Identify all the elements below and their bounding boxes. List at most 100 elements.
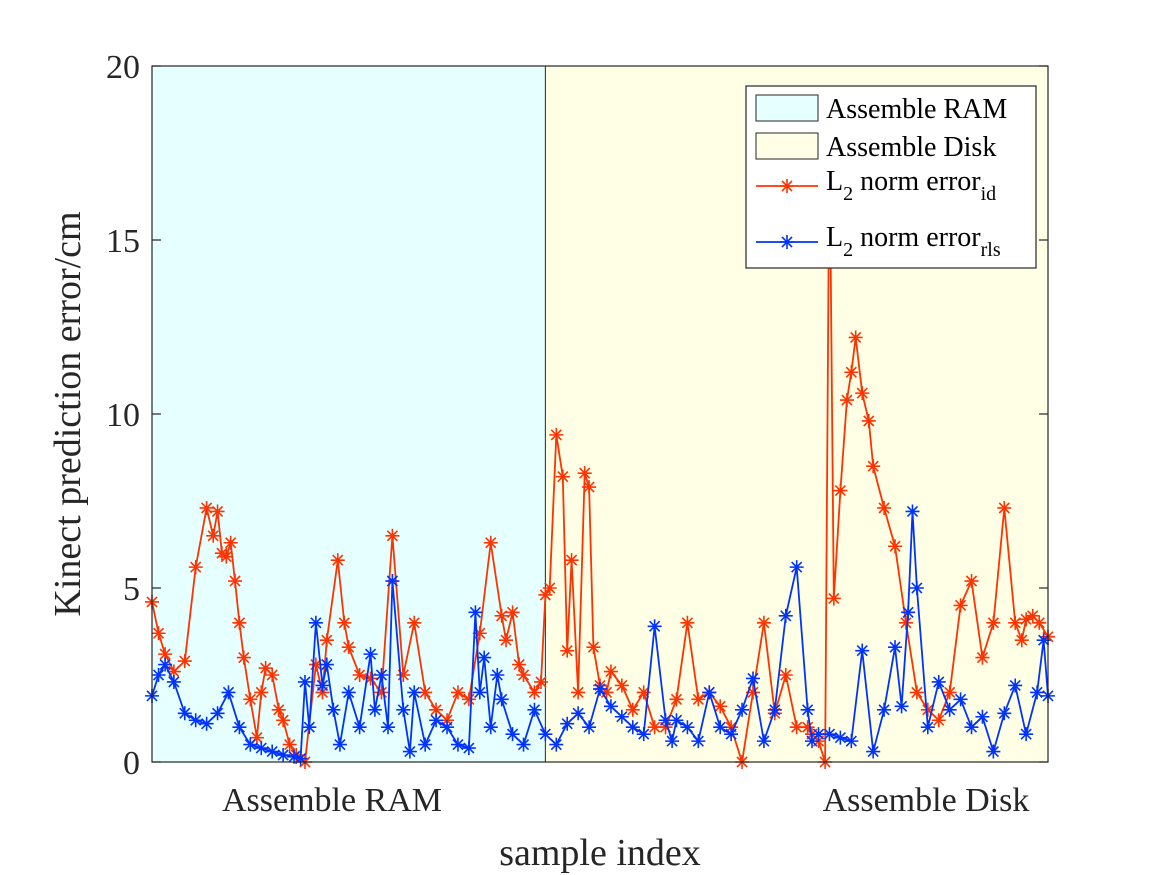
series-2-point <box>822 727 837 742</box>
legend-marker <box>780 179 794 193</box>
series-1-point <box>533 674 548 689</box>
series-2-point <box>293 751 308 766</box>
series-1-point <box>330 553 345 568</box>
series-2-point <box>680 720 695 735</box>
series-1-point <box>778 668 793 682</box>
series-2-point <box>418 737 433 752</box>
series-1-point <box>276 713 291 728</box>
series-2-point <box>381 720 396 735</box>
series-2-point <box>341 685 356 700</box>
series-2-point <box>221 685 236 700</box>
series-2-point <box>789 560 804 575</box>
series-2-point <box>490 668 505 682</box>
series-2-point <box>440 720 455 735</box>
series-2-point <box>975 709 990 724</box>
series-1-point <box>429 702 444 717</box>
series-2-point <box>188 713 203 728</box>
series-1-point <box>228 574 243 589</box>
series-1-point <box>669 692 684 707</box>
series-1-point <box>341 640 356 655</box>
series-1-point <box>516 668 531 682</box>
series-2-point <box>505 727 520 742</box>
series-1-point <box>975 650 990 665</box>
series-1-point <box>177 654 192 669</box>
series-layer <box>145 128 1055 769</box>
series-1-point <box>577 466 592 481</box>
series-1-point <box>254 685 269 700</box>
series-2-point <box>297 674 312 689</box>
legend-label: Assemble RAM <box>826 94 1007 125</box>
series-1-point <box>636 685 651 700</box>
series-2-point <box>319 657 334 672</box>
series-2-point <box>538 727 553 742</box>
series-1-point <box>555 469 570 484</box>
series-2-point <box>450 737 465 752</box>
series-1-point <box>789 720 804 735</box>
series-1-point <box>461 692 476 707</box>
series-2-point <box>332 737 347 752</box>
series-2-point <box>636 727 651 742</box>
series-1-point <box>450 685 465 700</box>
series-1-point <box>560 643 575 658</box>
series-2-point <box>800 702 815 717</box>
series-1-point <box>219 549 234 564</box>
series-1-point <box>282 737 297 752</box>
y-tick-label: 5 <box>123 571 140 608</box>
series-2-point <box>931 674 946 689</box>
series-1-point <box>599 685 614 700</box>
series-1-point <box>997 500 1012 515</box>
series-2-point <box>352 720 367 735</box>
series-1-point <box>319 633 334 648</box>
series-2-point <box>302 720 317 735</box>
series-2-point <box>833 730 848 745</box>
series-2-point <box>254 741 269 756</box>
series-2-point <box>516 737 531 752</box>
series-2-point <box>647 619 662 634</box>
series-2-point <box>483 720 498 735</box>
series-1-point <box>499 633 514 648</box>
series-2-point <box>724 727 739 742</box>
series-1-point <box>210 504 225 519</box>
series-2-point <box>571 706 586 721</box>
series-1-point <box>756 615 771 630</box>
series-1-point <box>986 615 1001 630</box>
series-1-point <box>374 685 389 700</box>
series-1-point <box>265 668 280 682</box>
series-1-point <box>866 459 881 474</box>
series-1-point <box>1025 608 1040 623</box>
series-2-point <box>953 692 968 707</box>
series-1-point <box>527 685 542 700</box>
y-ticks: 0 5 10 15 20 <box>106 49 1048 782</box>
series-2-point <box>461 741 476 756</box>
series-1-point <box>166 664 181 679</box>
series-1-point <box>472 626 487 641</box>
series-2-point <box>265 744 280 759</box>
x-category-label: Assemble RAM <box>222 782 442 819</box>
series-2-point <box>905 504 920 519</box>
series-1-point <box>232 615 247 630</box>
series-2 <box>145 504 1055 766</box>
series-2-point <box>997 706 1012 721</box>
series-1-point <box>199 500 214 515</box>
series-1-point <box>249 730 264 745</box>
series-1-point <box>953 598 968 613</box>
series-1-point <box>964 574 979 589</box>
series-1-point <box>243 692 258 707</box>
series-2-point <box>367 702 382 717</box>
series-2-point <box>549 737 564 752</box>
series-1-point <box>538 587 553 602</box>
series-2-point <box>243 737 258 752</box>
series-2-point <box>811 727 826 742</box>
series-1-point <box>625 702 640 717</box>
series-1-point <box>271 702 286 717</box>
series-1-point <box>505 605 520 620</box>
series-1-point <box>236 650 251 665</box>
series-1-point <box>833 483 848 498</box>
series-1-point <box>839 393 854 408</box>
series-2-point <box>986 744 1001 759</box>
series-2-point <box>778 608 793 623</box>
series-2-point <box>407 685 422 700</box>
series-1-point <box>512 657 527 672</box>
series-2-point <box>920 720 935 735</box>
series-2-point <box>1008 678 1023 693</box>
